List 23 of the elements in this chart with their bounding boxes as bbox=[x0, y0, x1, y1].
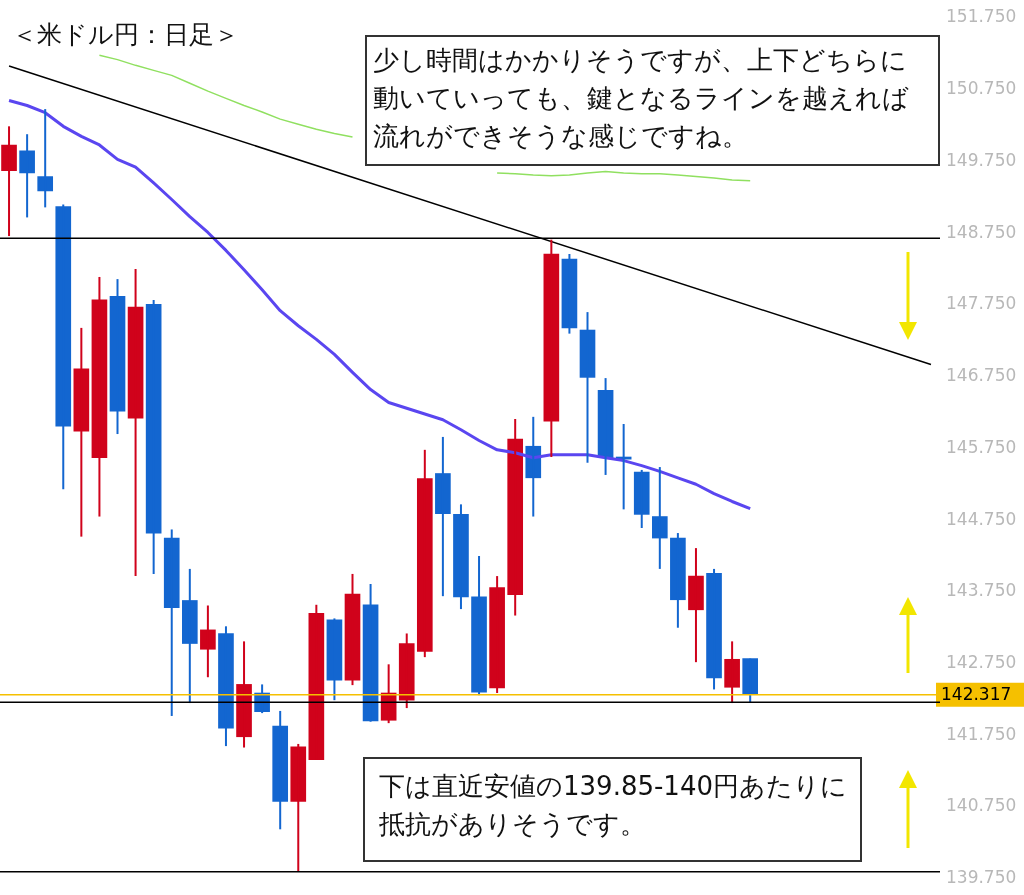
chart-title: ＜米ドル円：日足＞ bbox=[12, 18, 239, 51]
candlestick bbox=[724, 640, 740, 705]
candlestick bbox=[416, 448, 433, 659]
candlestick bbox=[19, 133, 35, 219]
candlestick bbox=[181, 567, 198, 705]
y-tick-label: 142.750 bbox=[946, 652, 1017, 673]
y-tick-label: 141.750 bbox=[946, 723, 1017, 744]
y-tick-label: 151.750 bbox=[946, 6, 1017, 27]
annotation: 下は直近安値の139.85-140円あたりに抵抗がありそうです。 bbox=[363, 757, 862, 862]
candlestick bbox=[435, 435, 451, 598]
y-tick-label: 150.750 bbox=[946, 78, 1017, 99]
y-tick-label: 139.750 bbox=[946, 867, 1017, 888]
y-tick-label: 148.750 bbox=[946, 221, 1017, 242]
y-tick-label: 146.750 bbox=[946, 365, 1017, 386]
y-tick-label: 144.750 bbox=[946, 508, 1017, 529]
y-tick-label: 143.750 bbox=[946, 580, 1017, 601]
y-tick-label: 149.750 bbox=[946, 149, 1017, 170]
y-tick-label: 140.750 bbox=[946, 795, 1017, 816]
ref-line-label: 142.317 bbox=[941, 684, 1012, 705]
y-tick-label: 147.750 bbox=[946, 293, 1017, 314]
y-tick-label: 145.750 bbox=[946, 436, 1017, 457]
annotation: 少し時間はかかりそうですが、上下どちらに動いていっても、鍵となるラインを越えれば流れができそうな感じですね。 bbox=[365, 35, 940, 166]
candlestick bbox=[290, 742, 307, 873]
